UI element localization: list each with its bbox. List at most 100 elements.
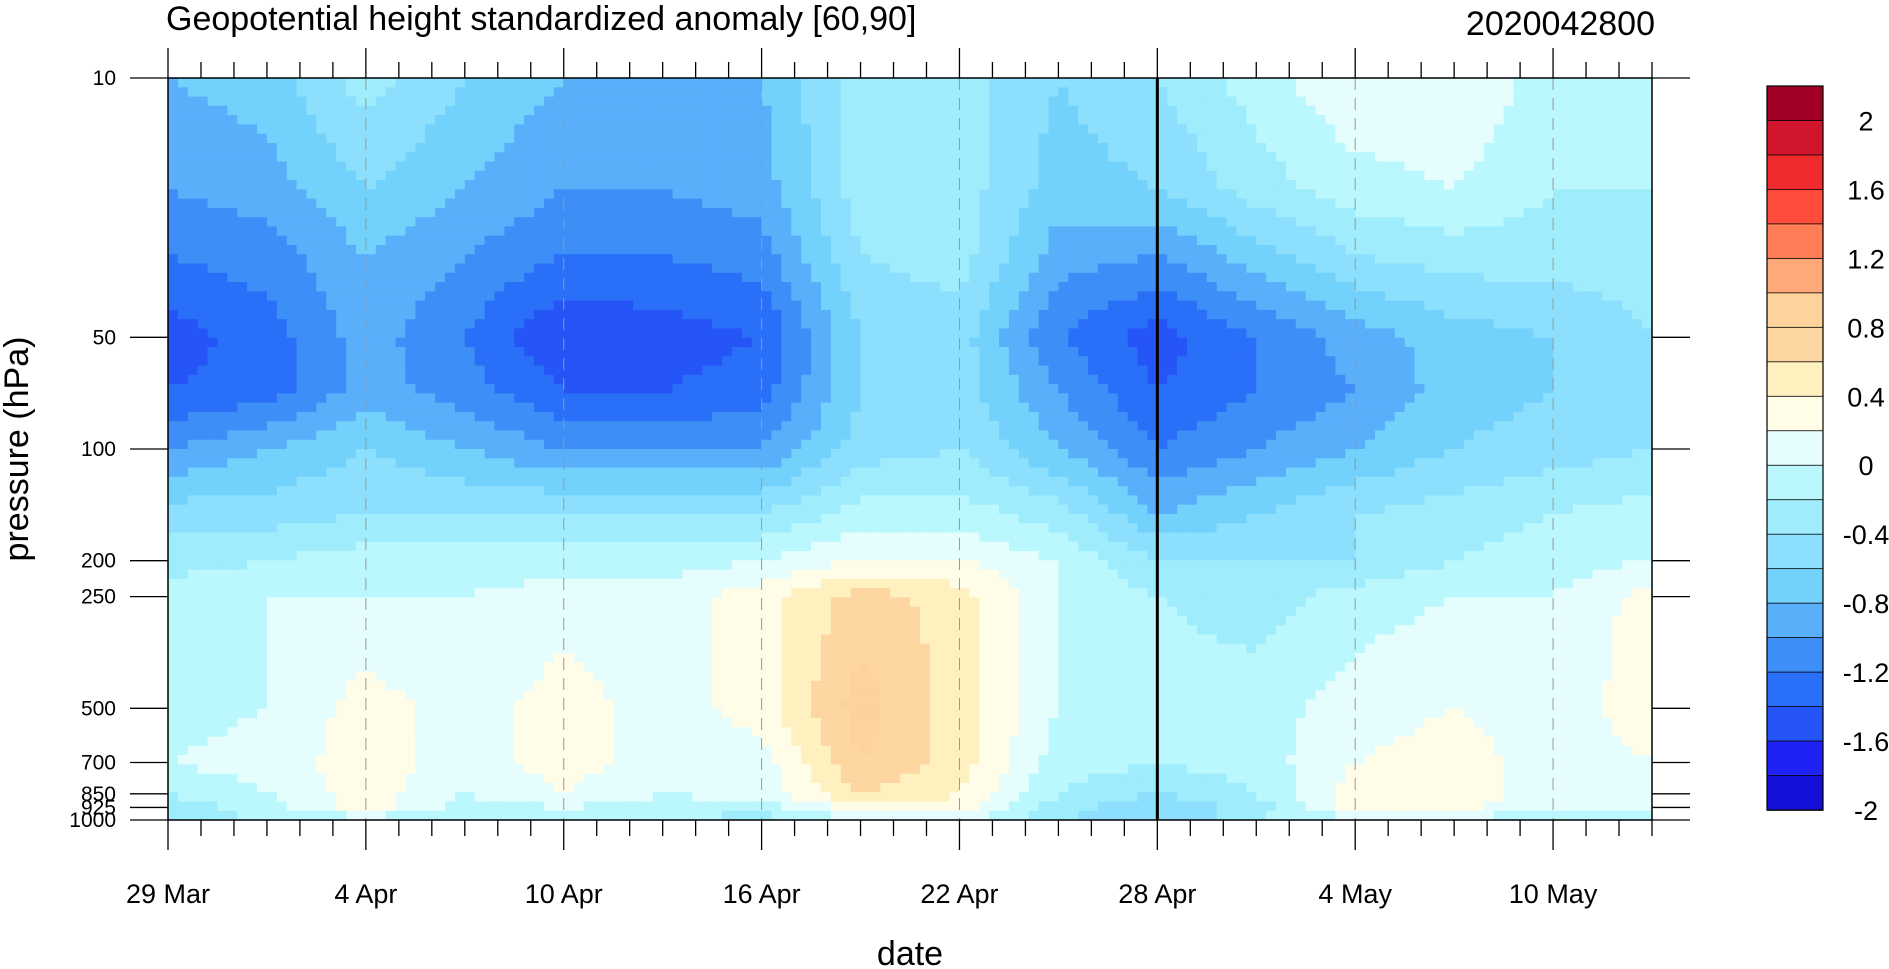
field-cell bbox=[543, 782, 555, 793]
field-cell bbox=[326, 588, 337, 599]
field-cell bbox=[573, 653, 585, 663]
field-cell bbox=[672, 198, 684, 209]
field-cell bbox=[543, 560, 555, 571]
field-cell bbox=[187, 319, 199, 330]
field-cell bbox=[336, 152, 347, 163]
field-cell bbox=[266, 346, 278, 357]
field-cell bbox=[751, 569, 763, 580]
field-cell bbox=[504, 523, 515, 534]
field-cell bbox=[524, 198, 535, 209]
field-cell bbox=[464, 504, 476, 515]
field-cell bbox=[355, 801, 367, 812]
field-cell bbox=[623, 736, 634, 747]
field-cell bbox=[474, 133, 486, 144]
field-cell bbox=[593, 606, 604, 617]
field-cell bbox=[583, 727, 595, 738]
field-cell bbox=[464, 365, 476, 376]
field-cell bbox=[504, 625, 515, 636]
field-cell bbox=[276, 513, 288, 524]
field-cell bbox=[751, 365, 763, 376]
field-cell bbox=[652, 124, 664, 135]
field-cell bbox=[524, 78, 535, 88]
field-cell bbox=[781, 300, 792, 311]
field-cell bbox=[207, 309, 219, 320]
field-cell bbox=[514, 337, 525, 348]
field-cell bbox=[642, 328, 654, 339]
field-cell bbox=[672, 597, 684, 608]
field-cell bbox=[484, 142, 496, 153]
field-cell bbox=[741, 133, 753, 144]
field-cell bbox=[395, 476, 407, 487]
field-cell bbox=[534, 532, 545, 543]
field-cell bbox=[168, 578, 179, 589]
field-cell bbox=[662, 411, 674, 422]
field-cell bbox=[761, 244, 773, 255]
field-cell bbox=[266, 142, 278, 153]
field-cell bbox=[168, 254, 179, 265]
field-cell bbox=[435, 244, 446, 255]
field-cell bbox=[652, 449, 664, 459]
field-cell bbox=[761, 745, 773, 756]
field-cell bbox=[247, 244, 258, 255]
field-cell bbox=[464, 207, 476, 218]
field-cell bbox=[217, 523, 228, 534]
field-cell bbox=[336, 180, 347, 190]
field-cell bbox=[761, 634, 773, 645]
field-cell bbox=[276, 411, 288, 422]
field-cell bbox=[603, 235, 614, 246]
field-cell bbox=[276, 384, 288, 394]
field-cell bbox=[168, 374, 179, 385]
field-cell bbox=[168, 356, 179, 367]
field-cell bbox=[484, 467, 496, 478]
field-cell bbox=[692, 523, 703, 534]
field-cell bbox=[296, 513, 308, 524]
field-cell bbox=[306, 411, 317, 422]
field-cell bbox=[326, 198, 337, 209]
field-cell bbox=[464, 717, 476, 728]
field-cell bbox=[632, 801, 644, 812]
field-cell bbox=[741, 439, 753, 450]
field-cell bbox=[563, 402, 575, 413]
field-cell bbox=[583, 597, 595, 608]
field-cell bbox=[168, 680, 179, 691]
field-cell bbox=[623, 745, 634, 756]
field-cell bbox=[405, 124, 416, 135]
field-cell bbox=[474, 810, 486, 820]
field-cell bbox=[266, 504, 278, 515]
field-cell bbox=[237, 801, 248, 812]
field-cell bbox=[722, 421, 733, 432]
field-cell bbox=[425, 523, 436, 534]
field-cell bbox=[168, 625, 179, 636]
field-cell bbox=[524, 337, 535, 348]
field-cell bbox=[464, 745, 476, 756]
field-cell bbox=[445, 346, 456, 357]
field-cell bbox=[197, 272, 209, 283]
field-cell bbox=[672, 244, 684, 255]
field-cell bbox=[306, 504, 317, 515]
field-cell bbox=[563, 513, 575, 524]
field-cell bbox=[474, 263, 486, 274]
field-cell bbox=[276, 133, 288, 144]
field-cell bbox=[296, 625, 308, 636]
field-cell bbox=[425, 699, 436, 710]
field-cell bbox=[593, 430, 604, 441]
field-cell bbox=[217, 411, 228, 422]
field-cell bbox=[296, 384, 308, 394]
field-cell bbox=[286, 272, 298, 283]
field-cell bbox=[276, 254, 288, 265]
field-cell bbox=[672, 495, 684, 506]
field-cell bbox=[543, 272, 555, 283]
field-cell bbox=[296, 680, 308, 691]
field-cell bbox=[731, 578, 743, 589]
field-cell bbox=[296, 105, 308, 116]
field-cell bbox=[395, 560, 407, 571]
field-cell bbox=[583, 374, 595, 385]
field-cell bbox=[524, 87, 535, 98]
field-cell bbox=[435, 513, 446, 524]
field-cell bbox=[415, 792, 426, 803]
field-cell bbox=[375, 411, 387, 422]
field-cell bbox=[494, 105, 505, 116]
field-cell bbox=[692, 152, 703, 163]
field-cell bbox=[395, 727, 407, 738]
field-cell bbox=[336, 124, 347, 135]
